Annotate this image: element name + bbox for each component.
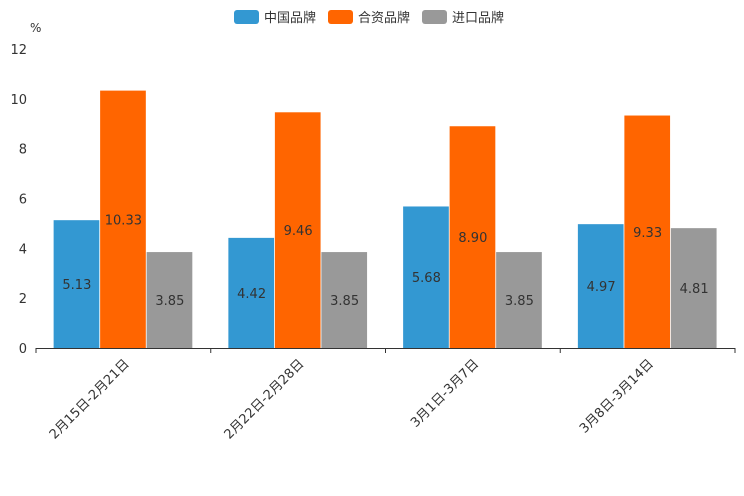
y-tick-label-1: 2 [19,292,27,307]
x-tick-label-1: 2月22日-2月28日 [222,357,308,443]
bar-s2-c1 [321,252,368,348]
data-label-s2-c3: 4.81 [680,282,709,297]
x-tick-label-0: 2月15日-2月21日 [47,357,133,443]
legend-label-import: 进口品牌 [452,11,505,26]
x-tick-label-3: 3月8日-3月14日 [577,357,657,437]
legend-swatch-china [234,9,259,24]
legend-label-china: 中国品牌 [264,11,317,26]
data-label-s1-c0: 10.33 [105,213,142,228]
data-label-s2-c0: 3.85 [155,294,184,309]
data-label-s0-c2: 5.68 [412,271,441,286]
bar-s2-c0 [146,252,193,348]
bar-s0-c1 [228,237,275,348]
y-tick-label-4: 8 [19,143,27,158]
bar-s1-c1 [274,112,321,348]
data-label-s0-c3: 4.97 [587,280,616,295]
data-label-s2-c2: 3.85 [505,294,534,309]
legend-swatch-joint [328,9,354,24]
bar-s0-c2 [403,206,449,348]
y-tick-label-2: 4 [19,242,27,257]
bar-s0-c3 [577,224,624,348]
data-label-s0-c1: 4.42 [237,287,266,302]
legend-label-joint: 合资品牌 [358,11,411,26]
legend-swatch-import [422,9,448,24]
y-tick-label-6: 12 [10,43,27,58]
bar-s1-c2 [449,126,496,348]
data-label-s0-c0: 5.13 [62,278,91,293]
x-tick-label-2: 3月1日-3月7日 [408,357,482,431]
y-tick-label-5: 10 [10,93,27,108]
data-label-s1-c1: 9.46 [284,224,313,239]
data-label-s1-c3: 9.33 [633,226,662,241]
legend-item-joint[interactable]: 合资品牌 [328,7,410,26]
bar-s2-c3 [670,228,717,348]
y-tick-label-3: 6 [19,193,27,208]
bar-s2-c2 [496,252,542,348]
bar-s1-c3 [624,115,671,348]
bar-s1-c0 [100,90,146,348]
bar-s0-c0 [53,220,100,348]
legend: 中国品牌 合资品牌 进口品牌 [234,7,516,26]
y-tick-label-0: 0 [19,342,27,357]
legend-item-china[interactable]: 中国品牌 [234,7,316,26]
y-axis-unit: % [30,21,42,35]
data-label-s1-c2: 8.90 [458,231,487,246]
data-label-s2-c1: 3.85 [330,294,359,309]
legend-item-import[interactable]: 进口品牌 [422,7,504,26]
